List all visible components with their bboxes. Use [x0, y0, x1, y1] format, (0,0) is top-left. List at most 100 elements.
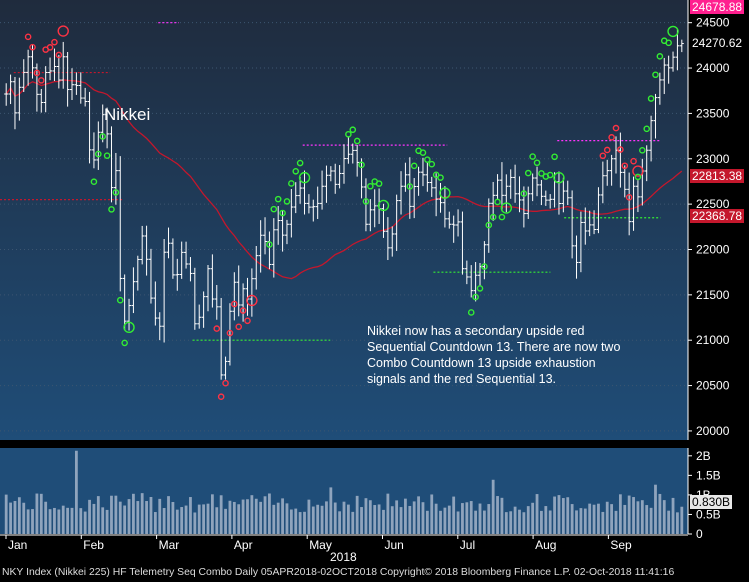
volume-bar	[583, 508, 587, 534]
volume-bar	[461, 503, 464, 534]
month-label: Sep	[610, 538, 632, 552]
td-count-marker	[529, 153, 536, 160]
volume-bar	[605, 501, 609, 534]
td-count-marker	[481, 263, 488, 270]
volume-bar	[561, 498, 565, 534]
volume-bar	[276, 502, 280, 534]
volume-bar	[500, 497, 504, 534]
td-count-marker	[46, 44, 54, 51]
volume-bar	[132, 493, 135, 534]
volume-axis: 2B1.5B1B0.5B0	[687, 448, 721, 541]
volume-bar	[456, 511, 460, 534]
volume-bar	[66, 507, 70, 534]
month-label: May	[309, 538, 332, 552]
volume-bar	[570, 504, 574, 534]
volume-bar	[452, 496, 456, 534]
price-tag: 24678.88	[690, 0, 745, 14]
td-count-marker	[123, 321, 135, 334]
volume-bar	[597, 503, 600, 534]
volume-bar	[579, 508, 583, 534]
volume-bar	[553, 496, 556, 534]
price-tick-label: 24500	[696, 16, 730, 30]
volume-bar	[202, 504, 206, 534]
volume-bar	[504, 512, 508, 534]
volume-bar	[171, 502, 175, 534]
volume-bar	[430, 494, 434, 534]
volume-bar	[610, 504, 614, 534]
price-tick-label: 21000	[696, 333, 730, 347]
footer-bar: NKY Index (Nikkei 225) HF Telemetry Seq …	[0, 564, 749, 582]
volume-bar	[145, 501, 148, 534]
month-label: Jan	[8, 538, 27, 552]
volume-bar	[281, 498, 284, 534]
volume-bar	[83, 511, 87, 534]
price-panel	[0, 0, 688, 440]
td-count-marker	[266, 241, 273, 248]
td-count-marker	[617, 146, 624, 153]
volume-bar	[636, 501, 640, 534]
price-tag: 24270.62	[690, 36, 745, 51]
volume-bar	[105, 509, 109, 534]
volume-bar	[118, 501, 122, 534]
volume-bar	[232, 501, 236, 534]
volume-bar	[676, 512, 679, 534]
volume-bar	[671, 497, 675, 534]
volume-bar	[491, 479, 495, 534]
td-count-marker	[33, 69, 41, 77]
volume-bar	[509, 511, 513, 534]
td-count-marker	[95, 150, 102, 158]
volume-bar	[114, 495, 118, 534]
volume-bar	[640, 500, 644, 534]
volume-bar	[17, 497, 21, 534]
volume-bar	[601, 511, 605, 534]
volume-bar	[206, 503, 210, 534]
volume-bar	[127, 499, 131, 534]
volume-bar	[531, 502, 535, 534]
volume-bar	[346, 504, 350, 534]
volume-bar	[338, 511, 342, 534]
td-count-marker	[367, 182, 374, 190]
volume-bar	[48, 509, 52, 534]
volume-bar	[434, 503, 438, 534]
td-count-marker	[625, 194, 633, 201]
volume-bar	[566, 497, 570, 534]
volume-bar	[667, 510, 671, 534]
volume-bar	[79, 508, 83, 534]
volume-bar	[404, 498, 407, 534]
td-count-marker	[274, 195, 282, 203]
td-count-marker	[520, 190, 528, 197]
volume-tick-label: 0	[696, 527, 703, 541]
td-count-marker	[667, 25, 679, 38]
td-count-marker	[349, 126, 357, 134]
td-count-marker	[362, 198, 370, 205]
volume-bar	[26, 509, 30, 534]
td-count-marker	[634, 173, 642, 181]
price-tick-label: 22500	[696, 197, 730, 211]
price-tick-label: 22000	[696, 242, 730, 256]
volume-bar	[662, 500, 666, 534]
td-count-marker	[235, 323, 243, 331]
price-tick-label: 20000	[696, 424, 730, 438]
volume-bar	[246, 499, 249, 534]
volume-bar	[136, 501, 140, 534]
td-count-marker	[467, 309, 475, 316]
td-count-marker	[647, 95, 655, 102]
volume-bar	[13, 500, 17, 534]
volume-bar	[189, 497, 192, 534]
td-count-marker	[24, 33, 32, 41]
month-label: Mar	[159, 538, 180, 552]
td-count-marker	[437, 174, 444, 181]
td-count-marker	[621, 162, 629, 170]
volume-bar	[478, 503, 482, 534]
volume-bar	[513, 506, 517, 534]
td-count-marker	[377, 199, 390, 212]
volume-bar	[162, 508, 166, 534]
volume-bar	[53, 507, 56, 534]
td-count-marker	[55, 51, 63, 59]
td-count-marker	[538, 170, 545, 177]
td-count-marker	[121, 339, 128, 347]
volume-bar	[526, 506, 530, 534]
td-count-marker	[51, 38, 58, 46]
td-count-marker	[345, 130, 352, 138]
volume-bar	[31, 509, 34, 534]
